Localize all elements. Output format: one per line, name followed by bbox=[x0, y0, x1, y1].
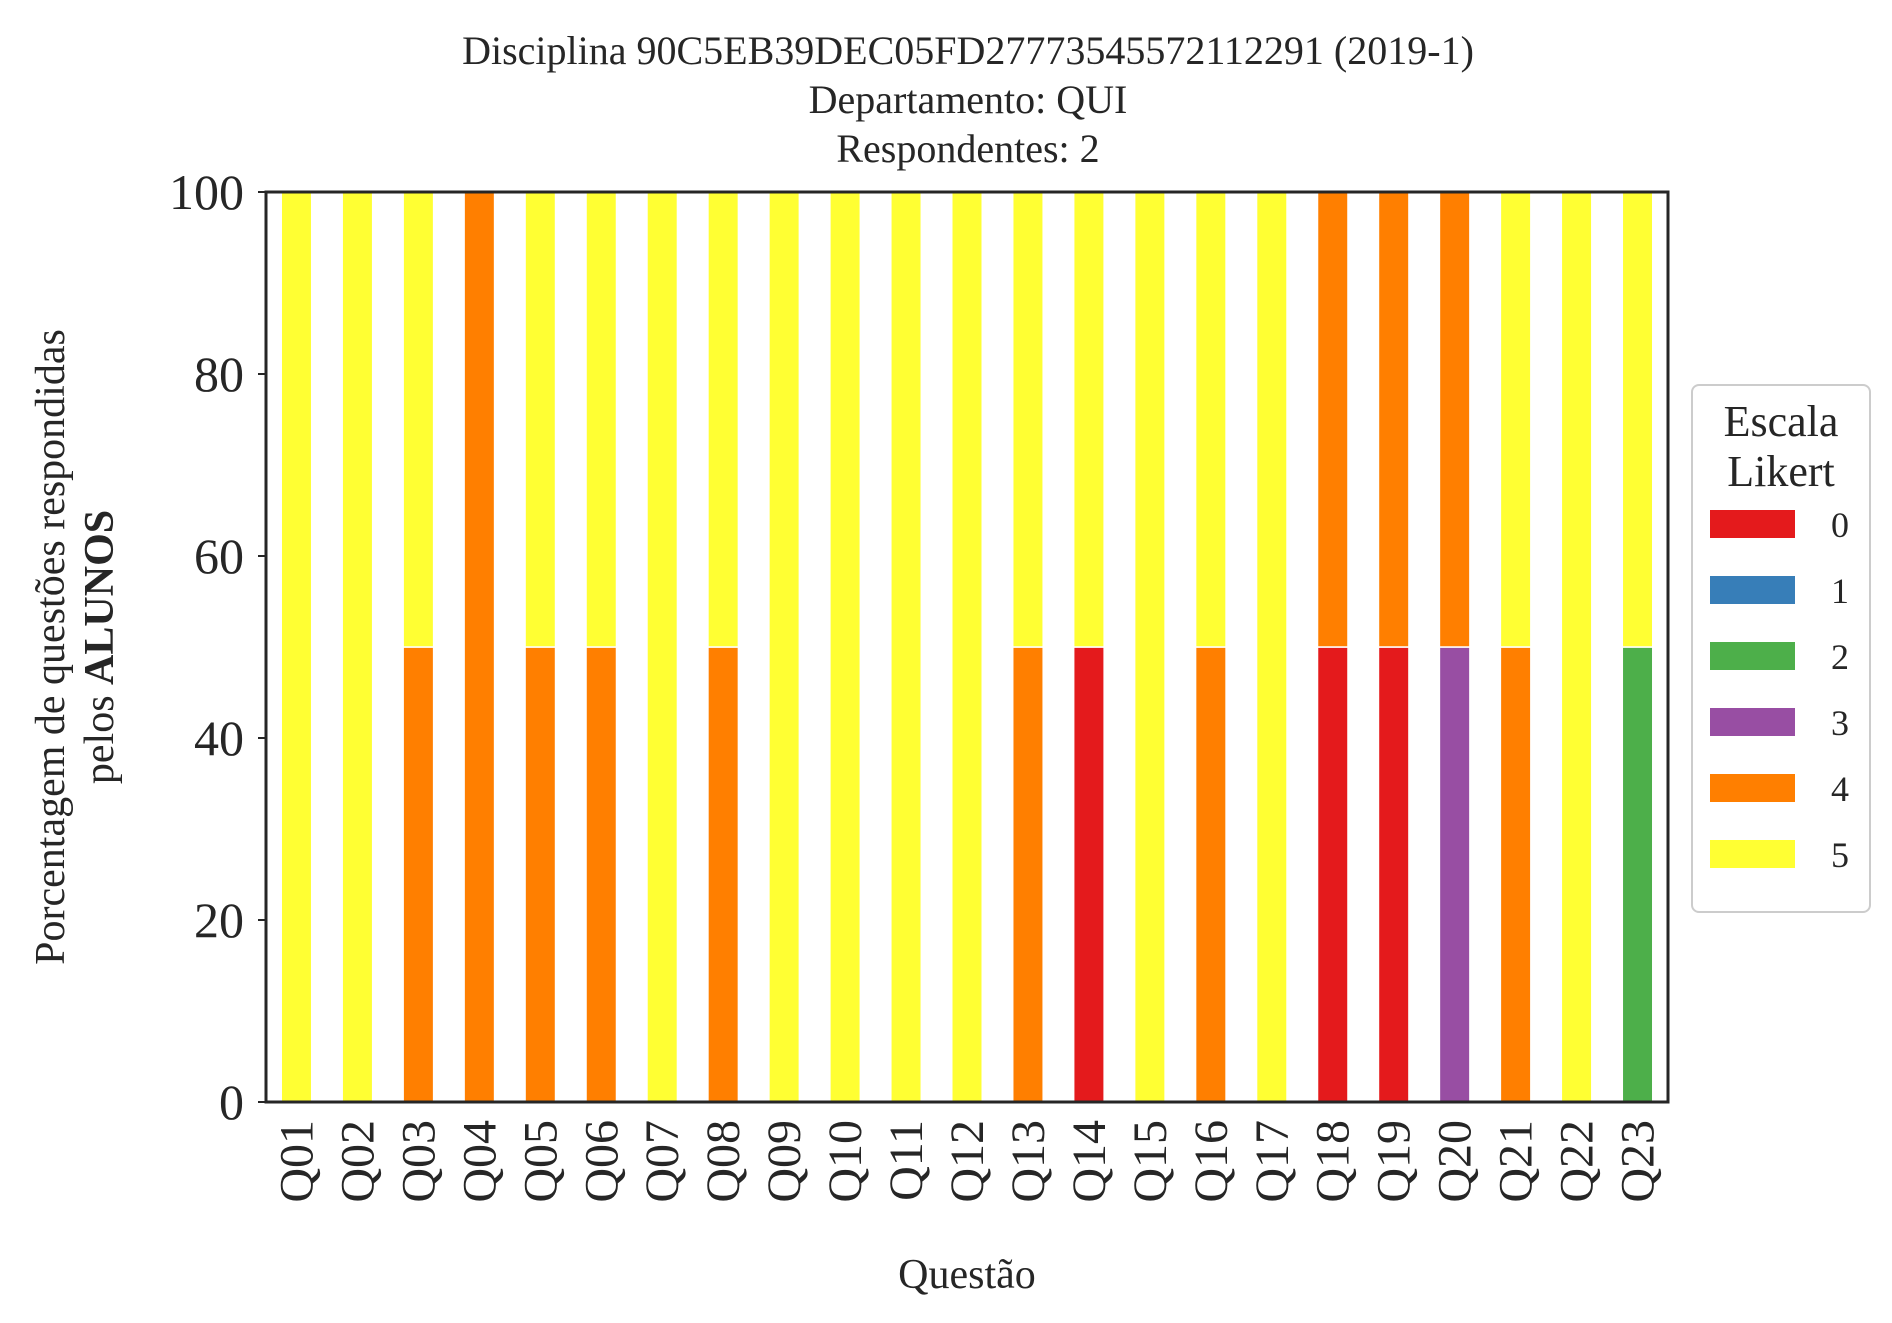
bar-Q05-scale-4 bbox=[524, 646, 557, 1103]
bar-Q11-scale-5 bbox=[890, 191, 923, 1103]
bar-Q13-scale-5 bbox=[1011, 191, 1044, 648]
y-tick-label-60: 60 bbox=[194, 528, 244, 584]
y-tick-label-80: 80 bbox=[194, 346, 244, 402]
y-tick-label-0: 0 bbox=[219, 1074, 244, 1130]
x-axis-ticks: Q01 Q02 Q03 Q04 Q05 Q06 Q07 Q08 Q09 Q10 Q11 Q12 Q13 Q… bbox=[270, 1120, 1664, 1203]
x-tick-label-Q23: Q23 bbox=[1612, 1120, 1665, 1203]
bar-Q17-scale-5 bbox=[1255, 191, 1288, 1103]
x-tick-label-Q21: Q21 bbox=[1490, 1120, 1543, 1203]
x-tick-label-Q11: Q11 bbox=[880, 1120, 933, 1201]
x-tick-label-Q07: Q07 bbox=[636, 1120, 689, 1203]
bar-Q16-scale-5 bbox=[1194, 191, 1227, 648]
legend-label-4: 4 bbox=[1831, 769, 1849, 809]
bar-Q20-scale-3 bbox=[1438, 646, 1471, 1103]
bar-Q03-scale-5 bbox=[402, 191, 435, 648]
chart-title-line-1: Disciplina 90C5EB39DEC05FD27773545572112… bbox=[462, 28, 1474, 73]
legend: Escala Likert 0 1 2 3 4 5 bbox=[1691, 384, 1871, 913]
legend-swatch-5 bbox=[1710, 840, 1795, 868]
legend-label-3: 3 bbox=[1831, 703, 1849, 743]
bar-Q02-scale-5 bbox=[341, 191, 374, 1103]
legend-swatch-2 bbox=[1710, 642, 1795, 670]
bar-Q08-scale-5 bbox=[707, 191, 740, 648]
bar-Q19-scale-0 bbox=[1377, 646, 1410, 1103]
legend-title-line-2: Likert bbox=[1727, 447, 1835, 496]
plot-frame bbox=[264, 190, 1670, 1104]
chart-title-line-2: Departamento: QUI bbox=[809, 77, 1128, 122]
bar-Q19-scale-4 bbox=[1377, 191, 1410, 648]
x-tick-label-Q03: Q03 bbox=[392, 1120, 445, 1203]
y-tick-label-40: 40 bbox=[194, 710, 244, 766]
bar-Q09-scale-5 bbox=[768, 191, 801, 1103]
bar-Q10-scale-5 bbox=[829, 191, 862, 1103]
bar-Q15-scale-5 bbox=[1133, 191, 1166, 1103]
bars-group bbox=[280, 191, 1654, 1103]
x-tick-label-Q04: Q04 bbox=[453, 1120, 506, 1203]
x-tick-label-Q12: Q12 bbox=[941, 1120, 994, 1203]
bar-Q04-scale-4 bbox=[463, 191, 496, 1103]
x-tick-label-Q14: Q14 bbox=[1063, 1120, 1116, 1203]
y-axis-label-line-2: pelos ALUNOS bbox=[77, 510, 123, 784]
y-axis-ticks: 0 20 40 60 80 100 bbox=[169, 164, 266, 1130]
x-tick-label-Q19: Q19 bbox=[1368, 1120, 1421, 1203]
legend-label-2: 2 bbox=[1831, 637, 1849, 677]
chart-title-line-3: Respondentes: 2 bbox=[836, 126, 1099, 171]
bar-Q23-scale-2 bbox=[1621, 646, 1654, 1103]
x-axis-label: Questão bbox=[898, 1252, 1036, 1298]
y-axis-label-bold: ALUNOS bbox=[77, 510, 123, 685]
legend-label-0: 0 bbox=[1831, 505, 1849, 545]
bar-Q22-scale-5 bbox=[1560, 191, 1593, 1103]
bar-Q03-scale-4 bbox=[402, 646, 435, 1103]
y-axis-label-prefix: pelos bbox=[77, 685, 123, 784]
legend-swatch-1 bbox=[1710, 576, 1795, 604]
x-tick-label-Q16: Q16 bbox=[1185, 1120, 1238, 1203]
y-tick-label-20: 20 bbox=[194, 892, 244, 948]
bar-Q01-scale-5 bbox=[280, 191, 313, 1103]
x-tick-label-Q09: Q09 bbox=[758, 1120, 811, 1203]
x-tick-label-Q22: Q22 bbox=[1551, 1120, 1604, 1203]
x-tick-label-Q13: Q13 bbox=[1002, 1120, 1055, 1203]
bar-Q06-scale-4 bbox=[585, 646, 618, 1103]
bar-Q16-scale-4 bbox=[1194, 646, 1227, 1103]
legend-swatch-0 bbox=[1710, 510, 1795, 538]
bar-Q18-scale-0 bbox=[1316, 646, 1349, 1103]
bar-Q23-scale-5 bbox=[1621, 191, 1654, 648]
x-tick-label-Q06: Q06 bbox=[575, 1120, 628, 1203]
bar-Q12-scale-5 bbox=[951, 191, 983, 1103]
x-tick-label-Q15: Q15 bbox=[1124, 1120, 1177, 1203]
y-axis-label-line-1: Porcentagem de questões respondidas bbox=[28, 329, 74, 965]
legend-label-5: 5 bbox=[1831, 835, 1849, 875]
x-tick-label-Q01: Q01 bbox=[270, 1120, 323, 1203]
bar-Q07-scale-5 bbox=[646, 191, 679, 1103]
y-tick-label-100: 100 bbox=[169, 164, 244, 220]
x-tick-label-Q02: Q02 bbox=[331, 1120, 384, 1203]
bar-Q06-scale-5 bbox=[585, 191, 618, 648]
bar-Q14-scale-0 bbox=[1072, 646, 1105, 1103]
chart-title: Disciplina 90C5EB39DEC05FD27773545572112… bbox=[462, 28, 1474, 171]
x-tick-label-Q17: Q17 bbox=[1246, 1120, 1299, 1203]
x-tick-label-Q05: Q05 bbox=[514, 1120, 567, 1203]
bar-Q21-scale-5 bbox=[1499, 191, 1532, 648]
legend-title-line-1: Escala bbox=[1724, 397, 1839, 446]
bar-Q05-scale-5 bbox=[524, 191, 557, 648]
x-tick-label-Q18: Q18 bbox=[1307, 1120, 1360, 1203]
legend-swatch-4 bbox=[1710, 774, 1795, 802]
bar-Q14-scale-5 bbox=[1072, 191, 1105, 648]
bar-Q21-scale-4 bbox=[1499, 646, 1532, 1103]
x-tick-label-Q10: Q10 bbox=[819, 1120, 872, 1203]
legend-items: 0 1 2 3 4 5 bbox=[1710, 505, 1849, 875]
bar-Q08-scale-4 bbox=[707, 646, 740, 1103]
bar-Q13-scale-4 bbox=[1011, 646, 1044, 1103]
y-axis-label: Porcentagem de questões respondidas pelo… bbox=[28, 329, 123, 965]
x-tick-label-Q20: Q20 bbox=[1429, 1120, 1482, 1203]
x-tick-label-Q08: Q08 bbox=[697, 1120, 750, 1203]
bar-Q20-scale-4 bbox=[1438, 191, 1471, 648]
legend-swatch-3 bbox=[1710, 708, 1795, 736]
legend-label-1: 1 bbox=[1831, 571, 1849, 611]
bar-Q18-scale-4 bbox=[1316, 191, 1349, 648]
